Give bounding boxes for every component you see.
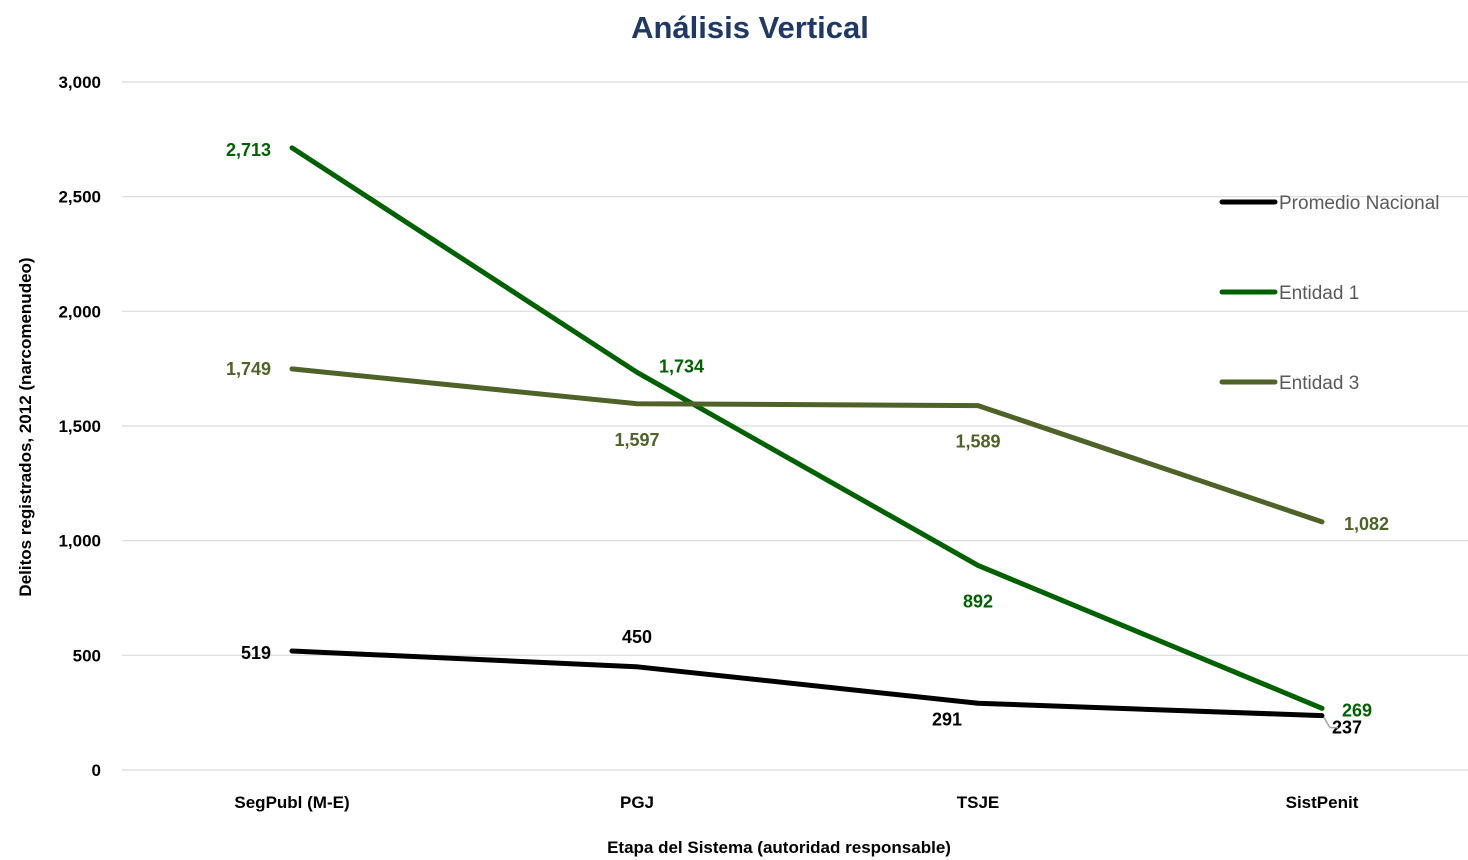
data-label: 1,597 (614, 430, 659, 450)
y-tick-label: 2,000 (58, 302, 101, 321)
y-tick-label: 2,500 (58, 188, 101, 207)
data-label: 291 (932, 709, 962, 729)
data-label: 450 (622, 627, 652, 647)
data-label: 1,589 (955, 432, 1000, 452)
data-label: 269 (1342, 700, 1372, 720)
data-label: 892 (963, 591, 993, 611)
data-labels: 519 450 291 237 2,713 1,734 892 269 1,749 1,597 1,… (226, 140, 1389, 738)
x-tick-label: TSJE (957, 793, 1000, 812)
series-line-1 (289, 145, 1325, 711)
label-leader-line (1323, 717, 1338, 729)
data-label: 237 (1332, 718, 1362, 738)
x-axis-ticks: SegPubl (M-E) PGJ TSJE SistPenit (234, 793, 1358, 812)
chart-title: Análisis Vertical (631, 10, 869, 45)
y-tick-label: 3,000 (58, 73, 101, 92)
y-axis-ticks: 0 500 1,000 1,500 2,000 2,500 3,000 (58, 73, 101, 780)
x-tick-label: PGJ (620, 793, 654, 812)
series-line-0 (289, 648, 1325, 719)
legend-entry: Entidad 1 (1279, 283, 1359, 304)
gridlines (122, 81, 1468, 771)
y-tick-label: 1,000 (58, 532, 101, 551)
data-label: 1,734 (659, 356, 704, 376)
legend-entry: Entidad 3 (1279, 373, 1359, 394)
legend: Promedio Nacional Entidad 1 Entidad 3 (1219, 193, 1440, 394)
series-lines (289, 145, 1325, 719)
legend-entry: Promedio Nacional (1279, 193, 1440, 214)
y-tick-label: 0 (92, 761, 101, 780)
data-label: 2,713 (226, 140, 271, 160)
data-label: 519 (241, 643, 271, 663)
data-label: 1,749 (226, 359, 271, 379)
series-line-2 (289, 366, 1325, 525)
x-tick-label: SistPenit (1286, 793, 1359, 812)
data-label: 1,082 (1344, 514, 1389, 534)
y-tick-label: 1,500 (58, 417, 101, 436)
x-axis-label: Etapa del Sistema (autoridad responsable… (607, 838, 951, 857)
x-tick-label: SegPubl (M-E) (234, 793, 349, 812)
y-axis-label: Delitos registrados, 2012 (narcomenudeo) (16, 257, 35, 596)
y-tick-label: 500 (73, 646, 101, 665)
